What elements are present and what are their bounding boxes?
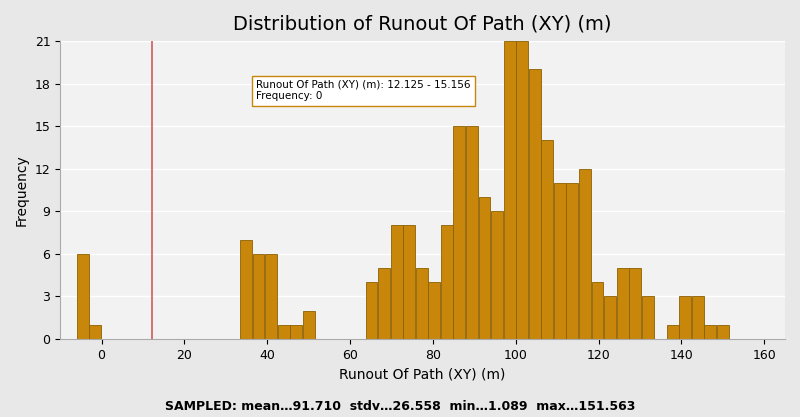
Bar (667, 325, 678, 339)
Bar (692, 296, 704, 339)
X-axis label: Runout Of Path (XY) (m): Runout Of Path (XY) (m) (339, 367, 506, 381)
Bar (705, 325, 717, 339)
Bar (566, 183, 578, 339)
Bar (454, 126, 466, 339)
Bar (478, 197, 490, 339)
Bar (265, 254, 277, 339)
Bar (717, 325, 729, 339)
Bar (542, 141, 554, 339)
Bar (579, 169, 591, 339)
Bar (302, 311, 314, 339)
Text: SAMPLED: mean…91.710  stdv…26.558  min…1.089  max…151.563: SAMPLED: mean…91.710 stdv…26.558 min…1.0… (165, 400, 635, 413)
Bar (604, 296, 616, 339)
Bar (529, 70, 541, 339)
Bar (240, 240, 252, 339)
Bar (416, 268, 428, 339)
Bar (390, 226, 402, 339)
Y-axis label: Frequency: Frequency (15, 154, 29, 226)
Bar (591, 282, 603, 339)
Bar (77, 254, 89, 339)
Bar (428, 282, 440, 339)
Bar (441, 226, 453, 339)
Bar (403, 226, 415, 339)
Bar (516, 41, 528, 339)
Bar (253, 254, 265, 339)
Bar (290, 325, 302, 339)
Text: Runout Of Path (XY) (m): 12.125 - 15.156
Frequency: 0: Runout Of Path (XY) (m): 12.125 - 15.156… (256, 80, 470, 101)
Bar (466, 126, 478, 339)
Bar (504, 41, 515, 339)
Bar (629, 268, 641, 339)
Bar (554, 183, 566, 339)
Bar (679, 296, 691, 339)
Bar (378, 268, 390, 339)
Title: Distribution of Runout Of Path (XY) (m): Distribution of Runout Of Path (XY) (m) (234, 15, 612, 34)
Bar (617, 268, 629, 339)
Bar (642, 296, 654, 339)
Bar (366, 282, 378, 339)
Bar (90, 325, 102, 339)
Bar (278, 325, 290, 339)
Bar (491, 211, 503, 339)
